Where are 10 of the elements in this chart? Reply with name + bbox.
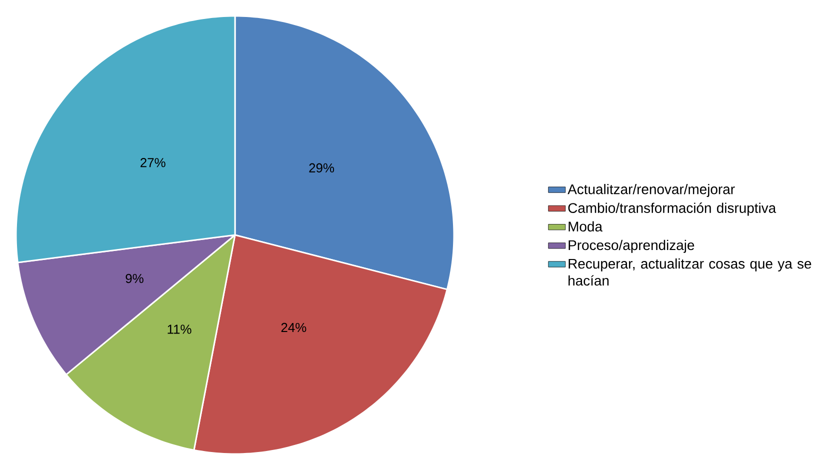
data-label: 27% bbox=[140, 158, 166, 168]
data-label: 11% bbox=[168, 324, 192, 334]
legend-label: Moda bbox=[568, 221, 602, 232]
legend-label: Cambio/transformación disruptiva bbox=[568, 202, 776, 216]
legend-label: Proceso/aprendizaje bbox=[568, 240, 694, 253]
legend-label: Actualitzar/renovar/mejorar bbox=[568, 184, 735, 197]
data-label: 29% bbox=[309, 163, 334, 172]
legend-label: Recuperar, actualitzar cosas que ya se hacían bbox=[568, 258, 812, 286]
data-label: 24% bbox=[281, 322, 306, 332]
data-label: 9% bbox=[126, 274, 144, 284]
